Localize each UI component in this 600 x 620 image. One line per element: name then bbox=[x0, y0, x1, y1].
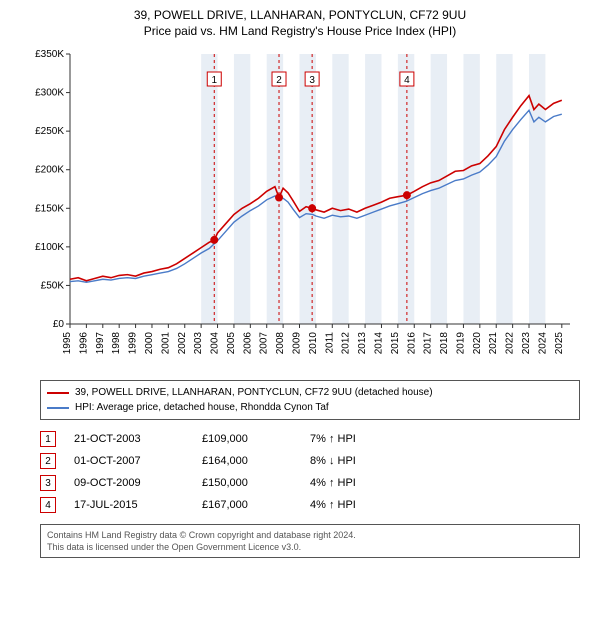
event-marker: 3 bbox=[40, 475, 56, 491]
svg-text:1995: 1995 bbox=[62, 332, 73, 355]
event-marker: 2 bbox=[40, 453, 56, 469]
event-marker: 4 bbox=[40, 497, 56, 513]
legend-label: HPI: Average price, detached house, Rhon… bbox=[75, 400, 329, 415]
svg-text:2001: 2001 bbox=[160, 332, 171, 355]
svg-text:2018: 2018 bbox=[439, 332, 450, 355]
svg-text:2023: 2023 bbox=[521, 332, 532, 355]
legend-swatch bbox=[47, 407, 69, 409]
legend: 39, POWELL DRIVE, LLANHARAN, PONTYCLUN, … bbox=[40, 380, 580, 420]
event-diff: 7% ↑ HPI bbox=[310, 433, 390, 445]
svg-text:1: 1 bbox=[211, 75, 217, 86]
svg-text:2016: 2016 bbox=[406, 332, 417, 355]
price-chart: 1 2 3 4 £0 £50K £100K £150K £200K £250K £300K £350K… bbox=[20, 44, 580, 374]
event-date: 17-JUL-2015 bbox=[74, 499, 184, 511]
svg-text:2000: 2000 bbox=[144, 332, 155, 355]
event-date: 01-OCT-2007 bbox=[74, 455, 184, 467]
svg-text:2011: 2011 bbox=[324, 332, 335, 354]
svg-text:2010: 2010 bbox=[308, 332, 319, 355]
svg-text:1998: 1998 bbox=[111, 332, 122, 355]
svg-text:£50K: £50K bbox=[41, 280, 65, 291]
svg-text:2022: 2022 bbox=[505, 332, 516, 355]
svg-text:£300K: £300K bbox=[35, 88, 64, 99]
svg-text:£0: £0 bbox=[53, 319, 65, 330]
event-marker: 1 bbox=[40, 431, 56, 447]
svg-text:3: 3 bbox=[309, 75, 315, 86]
event-date: 21-OCT-2003 bbox=[74, 433, 184, 445]
legend-item: HPI: Average price, detached house, Rhon… bbox=[47, 400, 573, 415]
svg-text:2013: 2013 bbox=[357, 332, 368, 355]
svg-text:2020: 2020 bbox=[472, 332, 483, 355]
svg-text:£200K: £200K bbox=[35, 165, 64, 176]
title-line-2: Price paid vs. HM Land Registry's House … bbox=[10, 24, 590, 38]
event-date: 09-OCT-2009 bbox=[74, 477, 184, 489]
svg-text:2024: 2024 bbox=[537, 332, 548, 355]
footer-line-1: Contains HM Land Registry data © Crown c… bbox=[47, 529, 573, 541]
event-diff: 8% ↓ HPI bbox=[310, 455, 390, 467]
event-price: £167,000 bbox=[202, 499, 292, 511]
svg-text:2: 2 bbox=[276, 75, 282, 86]
svg-text:2003: 2003 bbox=[193, 332, 204, 355]
title-line-1: 39, POWELL DRIVE, LLANHARAN, PONTYCLUN, … bbox=[10, 8, 590, 22]
events-table: 1 21-OCT-2003 £109,000 7% ↑ HPI 2 01-OCT-2007… bbox=[40, 428, 580, 516]
svg-text:£250K: £250K bbox=[35, 126, 64, 137]
legend-label: 39, POWELL DRIVE, LLANHARAN, PONTYCLUN, … bbox=[75, 385, 433, 400]
event-price: £150,000 bbox=[202, 477, 292, 489]
event-price: £109,000 bbox=[202, 433, 292, 445]
svg-text:2007: 2007 bbox=[259, 332, 270, 355]
svg-text:2014: 2014 bbox=[373, 332, 384, 355]
legend-swatch bbox=[47, 392, 69, 394]
svg-text:2008: 2008 bbox=[275, 332, 286, 355]
event-row: 2 01-OCT-2007 £164,000 8% ↓ HPI bbox=[40, 450, 580, 472]
event-diff: 4% ↑ HPI bbox=[310, 477, 390, 489]
svg-text:1999: 1999 bbox=[128, 332, 139, 355]
svg-text:2005: 2005 bbox=[226, 332, 237, 355]
svg-text:2019: 2019 bbox=[455, 332, 466, 355]
svg-text:£100K: £100K bbox=[35, 242, 64, 253]
svg-text:1996: 1996 bbox=[78, 332, 89, 355]
svg-text:1997: 1997 bbox=[95, 332, 106, 355]
svg-text:2004: 2004 bbox=[210, 332, 221, 355]
svg-text:2025: 2025 bbox=[554, 332, 565, 355]
legend-item: 39, POWELL DRIVE, LLANHARAN, PONTYCLUN, … bbox=[47, 385, 573, 400]
svg-text:2002: 2002 bbox=[177, 332, 188, 355]
svg-text:£350K: £350K bbox=[35, 49, 64, 60]
svg-text:2006: 2006 bbox=[242, 332, 253, 355]
event-row: 4 17-JUL-2015 £167,000 4% ↑ HPI bbox=[40, 494, 580, 516]
svg-text:2012: 2012 bbox=[341, 332, 352, 355]
svg-text:2009: 2009 bbox=[292, 332, 303, 355]
footer-attribution: Contains HM Land Registry data © Crown c… bbox=[40, 524, 580, 558]
svg-text:2015: 2015 bbox=[390, 332, 401, 355]
svg-text:4: 4 bbox=[404, 75, 410, 86]
event-row: 1 21-OCT-2003 £109,000 7% ↑ HPI bbox=[40, 428, 580, 450]
event-price: £164,000 bbox=[202, 455, 292, 467]
svg-text:2017: 2017 bbox=[423, 332, 434, 355]
svg-text:2021: 2021 bbox=[488, 332, 499, 355]
event-row: 3 09-OCT-2009 £150,000 4% ↑ HPI bbox=[40, 472, 580, 494]
event-diff: 4% ↑ HPI bbox=[310, 499, 390, 511]
footer-line-2: This data is licensed under the Open Gov… bbox=[47, 541, 573, 553]
svg-text:£150K: £150K bbox=[35, 203, 64, 214]
